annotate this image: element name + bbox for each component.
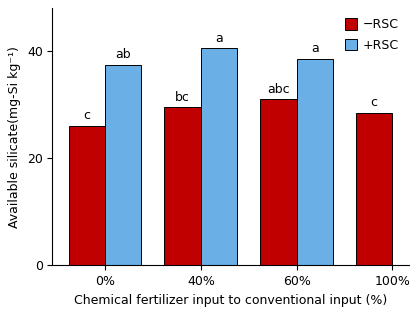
Bar xyxy=(356,113,392,266)
Bar xyxy=(165,107,201,266)
Bar xyxy=(68,126,105,266)
Text: a: a xyxy=(215,32,223,45)
Bar xyxy=(105,65,142,266)
X-axis label: Chemical fertilizer input to conventional input (%): Chemical fertilizer input to conventiona… xyxy=(74,294,387,307)
Text: bc: bc xyxy=(175,91,190,104)
Bar xyxy=(297,59,333,266)
Text: ab: ab xyxy=(116,48,131,61)
Text: abc: abc xyxy=(267,83,290,96)
Legend: −RSC, +RSC: −RSC, +RSC xyxy=(341,14,402,55)
Text: c: c xyxy=(370,96,378,109)
Text: c: c xyxy=(83,109,90,123)
Bar xyxy=(201,49,237,266)
Y-axis label: Available silicate(mg-Si kg⁻¹): Available silicate(mg-Si kg⁻¹) xyxy=(8,46,21,228)
Bar xyxy=(260,99,297,266)
Text: a: a xyxy=(311,43,319,55)
